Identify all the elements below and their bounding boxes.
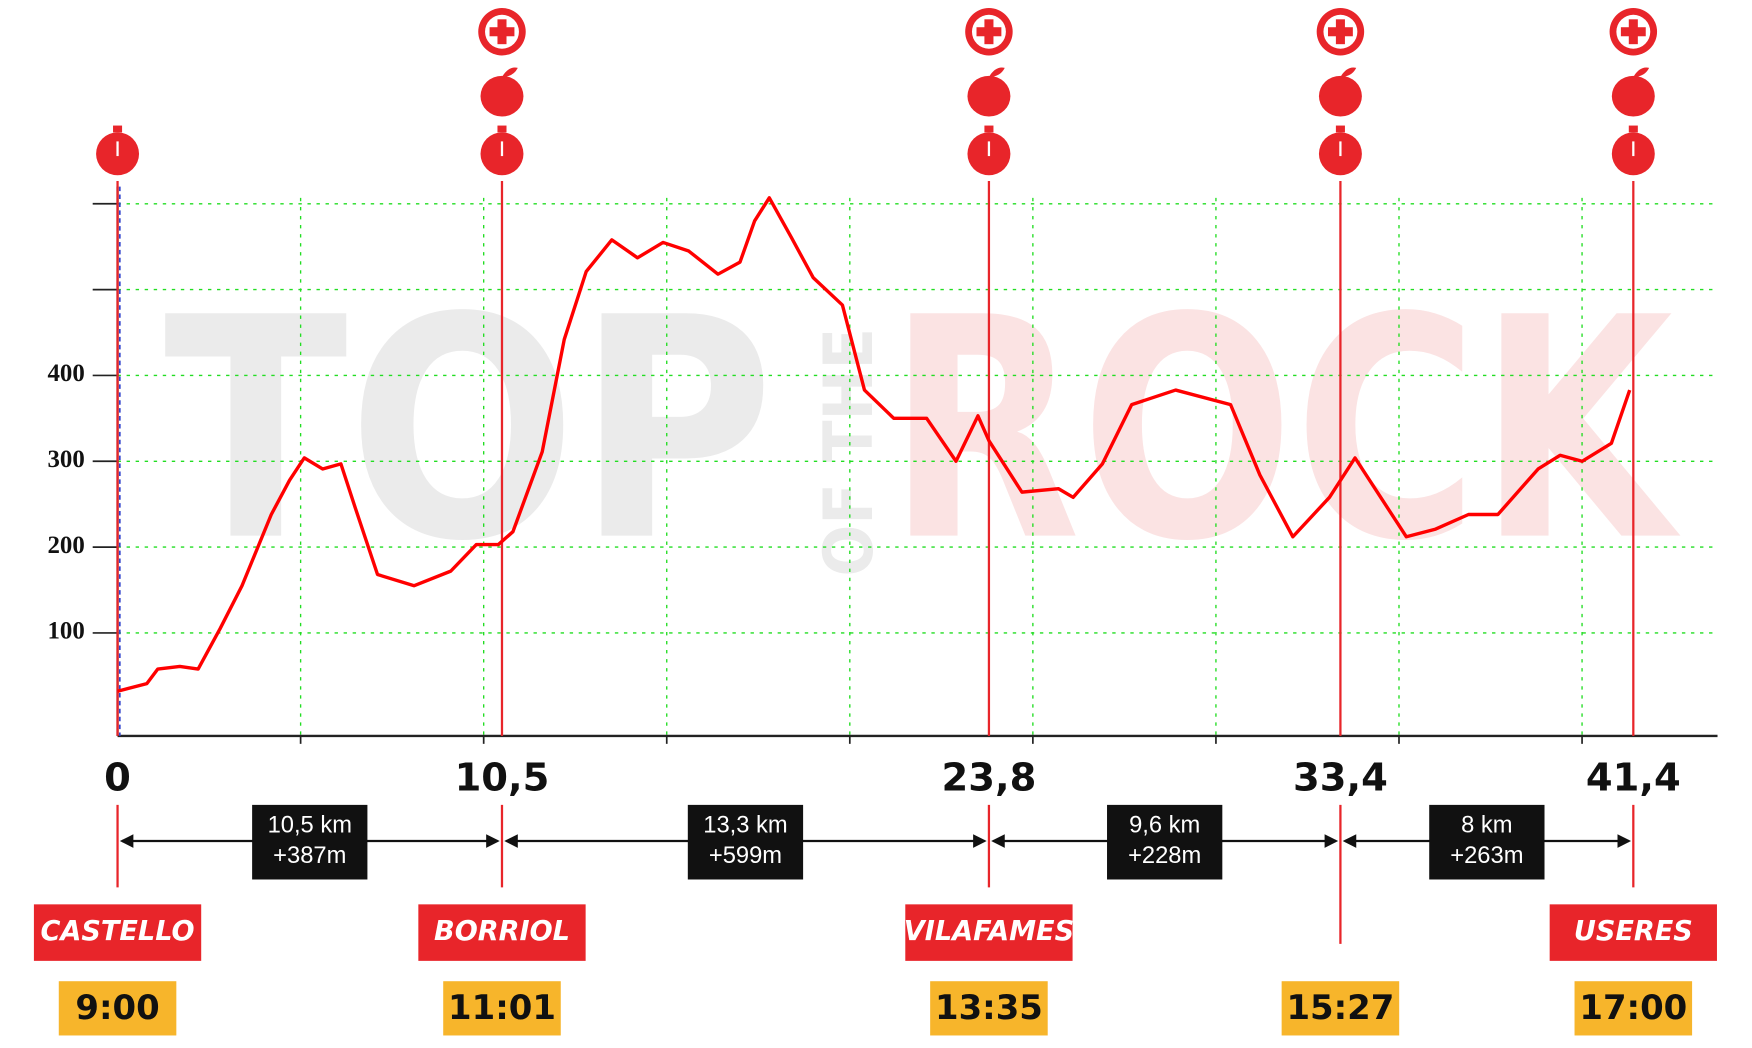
y-tick-label: 200 [47, 532, 84, 559]
segment-gain: +228m [1128, 843, 1201, 869]
checkpoint-time-box [443, 981, 561, 1036]
timing-icon [1611, 125, 1655, 176]
arrow-head [1342, 834, 1357, 848]
checkpoint-name-box [418, 904, 586, 961]
x-tick-label: 23,8 [942, 756, 1037, 801]
timing-icon [480, 125, 524, 176]
timing-icon [96, 125, 140, 176]
segment-gain: +387m [273, 843, 346, 869]
foreground-layer: 100 200 300 400 0 CASTELLO 9:00 10,5 BORRIOL 11:0… [33, 8, 1717, 1036]
icon-shape [984, 19, 994, 45]
icon-shape [984, 125, 994, 133]
checkpoint-name-box [1549, 904, 1717, 961]
segment-distance: 10,5 km [268, 813, 352, 839]
icon-shape [497, 19, 507, 45]
checkpoint-time-box [58, 981, 177, 1036]
segment-box [687, 804, 804, 880]
x-tick-label: 0 [104, 756, 131, 801]
checkpoint-time-box [1281, 981, 1400, 1036]
icon-shape [1335, 19, 1345, 45]
checkpoint-name: CASTELLO [41, 916, 195, 947]
icon-shape [501, 67, 518, 77]
segment-distance: 13,3 km [703, 813, 787, 839]
arrow-head [973, 834, 987, 848]
food-icon [1318, 67, 1362, 117]
y-tick-label: 400 [47, 360, 84, 387]
checkpoint-name: VILAFAMES [904, 916, 1074, 947]
checkpoint-time: 15:27 [1286, 988, 1394, 1027]
segment-distance: 9,6 km [1129, 813, 1200, 839]
checkpoint-time: 11:01 [448, 988, 556, 1027]
segment-gain: +599m [709, 843, 782, 869]
watermark: OF THE [809, 328, 888, 577]
segment-distance: 8 km [1461, 813, 1512, 839]
food-icon [967, 67, 1011, 117]
first-aid-icon [965, 8, 1013, 56]
icon-shape [497, 125, 507, 133]
y-tick-label: 300 [47, 446, 84, 473]
segment-box [1107, 804, 1223, 880]
background-layer: TOP OF THE ROCK [164, 253, 1682, 608]
icon-shape [113, 125, 123, 133]
segment-box [1429, 804, 1545, 880]
arrow-head [486, 834, 500, 848]
y-tick-label: 100 [47, 618, 84, 645]
segment-box [252, 804, 368, 880]
timing-icon [967, 125, 1011, 176]
arrow-head [1324, 834, 1339, 848]
segment-gain: +263m [1450, 843, 1523, 869]
icon-shape [1335, 125, 1345, 133]
checkpoint-name-box [33, 904, 202, 961]
first-aid-icon [1609, 8, 1658, 56]
arrow-head [119, 834, 134, 848]
icon-shape [1633, 67, 1650, 77]
icon-shape [1340, 67, 1357, 77]
icon-shape [988, 67, 1005, 77]
checkpoint-time: 9:00 [75, 988, 159, 1027]
watermark: ROCK [887, 253, 1682, 608]
icon-shape [480, 75, 524, 117]
x-tick-label: 10,5 [455, 756, 550, 801]
elevation-line [117, 196, 1632, 693]
checkpoint-name: USERES [1574, 916, 1693, 947]
x-tick-label: 33,4 [1293, 756, 1388, 801]
food-icon [480, 67, 524, 117]
checkpoint-name-box [905, 904, 1073, 961]
x-tick-label: 41,4 [1586, 756, 1681, 801]
icon-shape [1628, 125, 1638, 133]
first-aid-icon [478, 8, 526, 56]
watermark: TOP [164, 253, 774, 608]
food-icon [1611, 67, 1655, 117]
arrow-head [504, 834, 518, 848]
checkpoint-name: BORRIOL [434, 916, 570, 947]
arrow-head [1617, 834, 1632, 848]
checkpoint-time: 13:35 [935, 988, 1043, 1027]
first-aid-icon [1316, 8, 1365, 56]
checkpoint-time-box [930, 981, 1048, 1036]
icon-shape [967, 75, 1011, 117]
timing-icon [1318, 125, 1362, 176]
checkpoint-time-box [1574, 981, 1693, 1036]
icon-shape [1611, 75, 1655, 117]
arrow-head [991, 834, 1005, 848]
icon-shape [1628, 19, 1638, 45]
checkpoint-time: 17:00 [1579, 988, 1687, 1027]
icon-shape [1318, 75, 1362, 117]
